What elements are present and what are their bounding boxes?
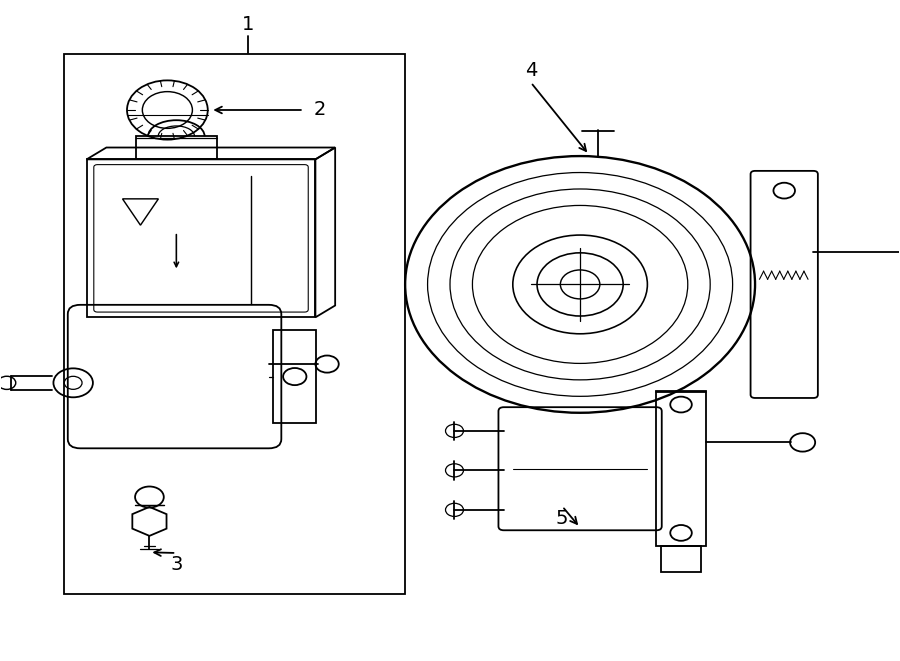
Text: 2: 2: [314, 100, 326, 120]
Text: 4: 4: [525, 61, 537, 80]
Text: 5: 5: [556, 508, 569, 527]
Bar: [274, 330, 316, 422]
Text: 1: 1: [242, 15, 255, 34]
Bar: [64, 54, 405, 594]
Bar: [656, 391, 706, 546]
Bar: [136, 136, 217, 159]
Bar: [662, 546, 701, 572]
Text: 3: 3: [170, 555, 183, 574]
